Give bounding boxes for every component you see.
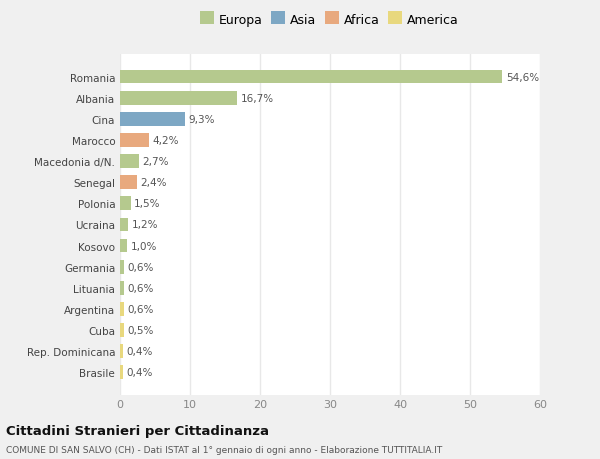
Text: 1,5%: 1,5% <box>134 199 161 209</box>
Legend: Europa, Asia, Africa, America: Europa, Asia, Africa, America <box>197 11 463 31</box>
Bar <box>120 134 149 147</box>
Text: 0,6%: 0,6% <box>128 304 154 314</box>
Text: 0,6%: 0,6% <box>128 283 154 293</box>
Text: 1,0%: 1,0% <box>131 241 157 251</box>
Text: Cittadini Stranieri per Cittadinanza: Cittadini Stranieri per Cittadinanza <box>6 424 269 437</box>
Text: COMUNE DI SAN SALVO (CH) - Dati ISTAT al 1° gennaio di ogni anno - Elaborazione : COMUNE DI SAN SALVO (CH) - Dati ISTAT al… <box>6 445 442 454</box>
Text: 1,2%: 1,2% <box>132 220 158 230</box>
Bar <box>120 239 127 253</box>
Bar <box>120 92 237 105</box>
Bar <box>120 345 123 358</box>
Text: 54,6%: 54,6% <box>506 73 539 82</box>
Bar <box>120 197 131 211</box>
Bar <box>120 302 124 316</box>
Text: 4,2%: 4,2% <box>153 135 179 146</box>
Bar <box>120 71 502 84</box>
Text: 0,6%: 0,6% <box>128 262 154 272</box>
Text: 2,7%: 2,7% <box>142 157 169 167</box>
Bar <box>120 281 124 295</box>
Bar <box>120 366 123 379</box>
Bar <box>120 324 124 337</box>
Text: 16,7%: 16,7% <box>241 94 274 103</box>
Bar <box>120 260 124 274</box>
Bar <box>120 176 137 190</box>
Text: 0,4%: 0,4% <box>127 347 152 356</box>
Text: 9,3%: 9,3% <box>188 115 215 124</box>
Bar <box>120 155 139 168</box>
Text: 2,4%: 2,4% <box>140 178 167 188</box>
Text: 0,4%: 0,4% <box>127 368 152 377</box>
Bar <box>120 218 128 232</box>
Bar <box>120 112 185 126</box>
Text: 0,5%: 0,5% <box>127 325 154 335</box>
